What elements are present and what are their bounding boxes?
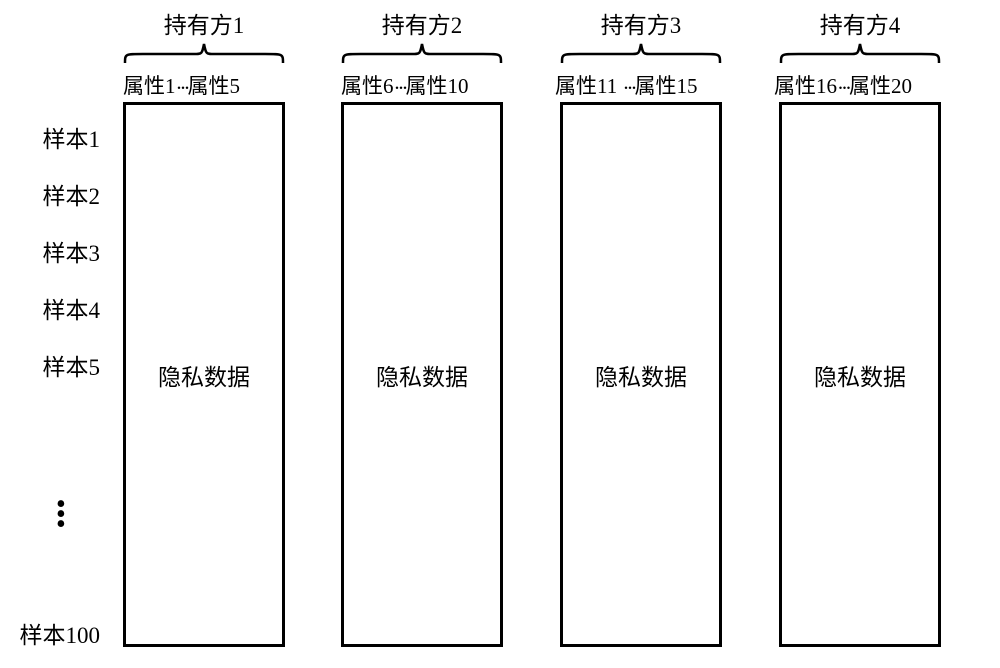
sample-label-4: 样本4 — [0, 291, 100, 325]
brace-icon — [341, 42, 503, 64]
data-box-3: 隐私数据 — [560, 102, 722, 647]
owner-label-1: 持有方1 — [123, 6, 285, 40]
data-box-2: 隐私数据 — [341, 102, 503, 647]
data-box-1: 隐私数据 — [123, 102, 285, 647]
attr-from-4: 属性16 — [774, 74, 837, 98]
data-box-label-1: 隐私数据 — [158, 358, 250, 392]
brace-icon — [560, 42, 722, 64]
sample-label-1: 样本1 — [0, 120, 100, 154]
vertical-ellipsis-icon: ••• — [56, 500, 64, 530]
attr-to-1: 属性5 — [187, 74, 240, 98]
ellipsis-icon: ··· — [622, 76, 634, 101]
attr-from-3: 属性11 — [555, 74, 617, 98]
owner-group-3: 持有方3 — [560, 6, 722, 64]
brace-icon — [123, 42, 285, 64]
ellipsis-icon: ··· — [837, 76, 849, 101]
owner-group-2: 持有方2 — [341, 6, 503, 64]
sample-label-2: 样本2 — [0, 177, 100, 211]
attr-from-1: 属性1 — [123, 74, 176, 98]
attr-range-2: 属性6···属性10 — [341, 70, 503, 101]
data-box-label-4: 隐私数据 — [814, 358, 906, 392]
data-box-label-3: 隐私数据 — [595, 358, 687, 392]
owner-label-4: 持有方4 — [779, 6, 941, 40]
attr-to-4: 属性20 — [849, 74, 912, 98]
attr-to-3: 属性15 — [634, 74, 697, 98]
sample-label-3: 样本3 — [0, 234, 100, 268]
attr-range-1: 属性1···属性5 — [123, 70, 285, 101]
sample-label-100: 样本100 — [0, 616, 100, 650]
data-box-4: 隐私数据 — [779, 102, 941, 647]
owner-group-1: 持有方1 — [123, 6, 285, 64]
owner-label-2: 持有方2 — [341, 6, 503, 40]
ellipsis-icon: ··· — [394, 76, 406, 101]
sample-label-5: 样本5 — [0, 348, 100, 382]
owner-label-3: 持有方3 — [560, 6, 722, 40]
attr-range-3: 属性11 ···属性15 — [555, 70, 735, 101]
attr-from-2: 属性6 — [341, 74, 394, 98]
ellipsis-icon: ··· — [176, 76, 188, 101]
attr-range-4: 属性16···属性20 — [774, 70, 954, 101]
brace-icon — [779, 42, 941, 64]
data-box-label-2: 隐私数据 — [376, 358, 468, 392]
attr-to-2: 属性10 — [405, 74, 468, 98]
owner-group-4: 持有方4 — [779, 6, 941, 64]
partition-diagram: 持有方1 属性1···属性5 隐私数据 持有方2 属性6···属性10 隐私数据… — [0, 0, 1000, 668]
